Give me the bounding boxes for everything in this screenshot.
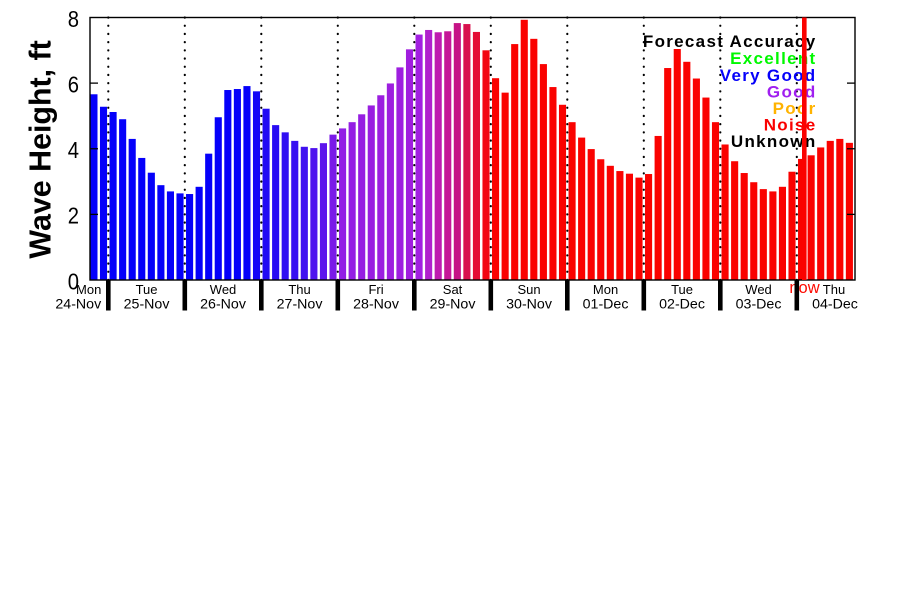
svg-text:Fri: Fri — [368, 282, 383, 297]
svg-text:6: 6 — [68, 71, 79, 98]
svg-text:Thu: Thu — [288, 282, 310, 297]
svg-text:28-Nov: 28-Nov — [353, 297, 400, 313]
svg-text:24-Nov: 24-Nov — [55, 297, 102, 313]
svg-text:Forecast Accuracy: Forecast Accuracy — [643, 32, 817, 51]
svg-text:Excellent: Excellent — [730, 49, 816, 68]
svg-text:8: 8 — [68, 5, 79, 32]
svg-text:02-Dec: 02-Dec — [659, 297, 705, 313]
svg-text:Unknown: Unknown — [731, 132, 817, 151]
svg-text:Wave Height, ft: Wave Height, ft — [24, 40, 58, 258]
svg-text:now: now — [789, 279, 819, 297]
svg-text:0: 0 — [68, 268, 79, 295]
svg-text:Mon: Mon — [593, 282, 618, 297]
svg-text:Sat: Sat — [443, 282, 463, 297]
svg-text:Wed: Wed — [745, 282, 772, 297]
svg-text:26-Nov: 26-Nov — [200, 297, 247, 313]
svg-text:25-Nov: 25-Nov — [124, 297, 171, 313]
svg-text:Tue: Tue — [671, 282, 693, 297]
svg-text:27-Nov: 27-Nov — [277, 297, 324, 313]
svg-text:Very Good: Very Good — [720, 66, 817, 85]
svg-text:Thu: Thu — [823, 282, 845, 297]
svg-text:2: 2 — [68, 202, 79, 229]
svg-text:Wed: Wed — [210, 282, 237, 297]
svg-text:Tue: Tue — [136, 282, 158, 297]
svg-text:03-Dec: 03-Dec — [736, 297, 782, 313]
svg-text:29-Nov: 29-Nov — [430, 297, 477, 313]
svg-text:Sun: Sun — [517, 282, 540, 297]
svg-text:Mon: Mon — [76, 282, 101, 297]
svg-text:30-Nov: 30-Nov — [506, 297, 553, 313]
svg-text:01-Dec: 01-Dec — [583, 297, 629, 313]
svg-text:04-Dec: 04-Dec — [812, 297, 858, 313]
svg-text:4: 4 — [68, 137, 79, 164]
